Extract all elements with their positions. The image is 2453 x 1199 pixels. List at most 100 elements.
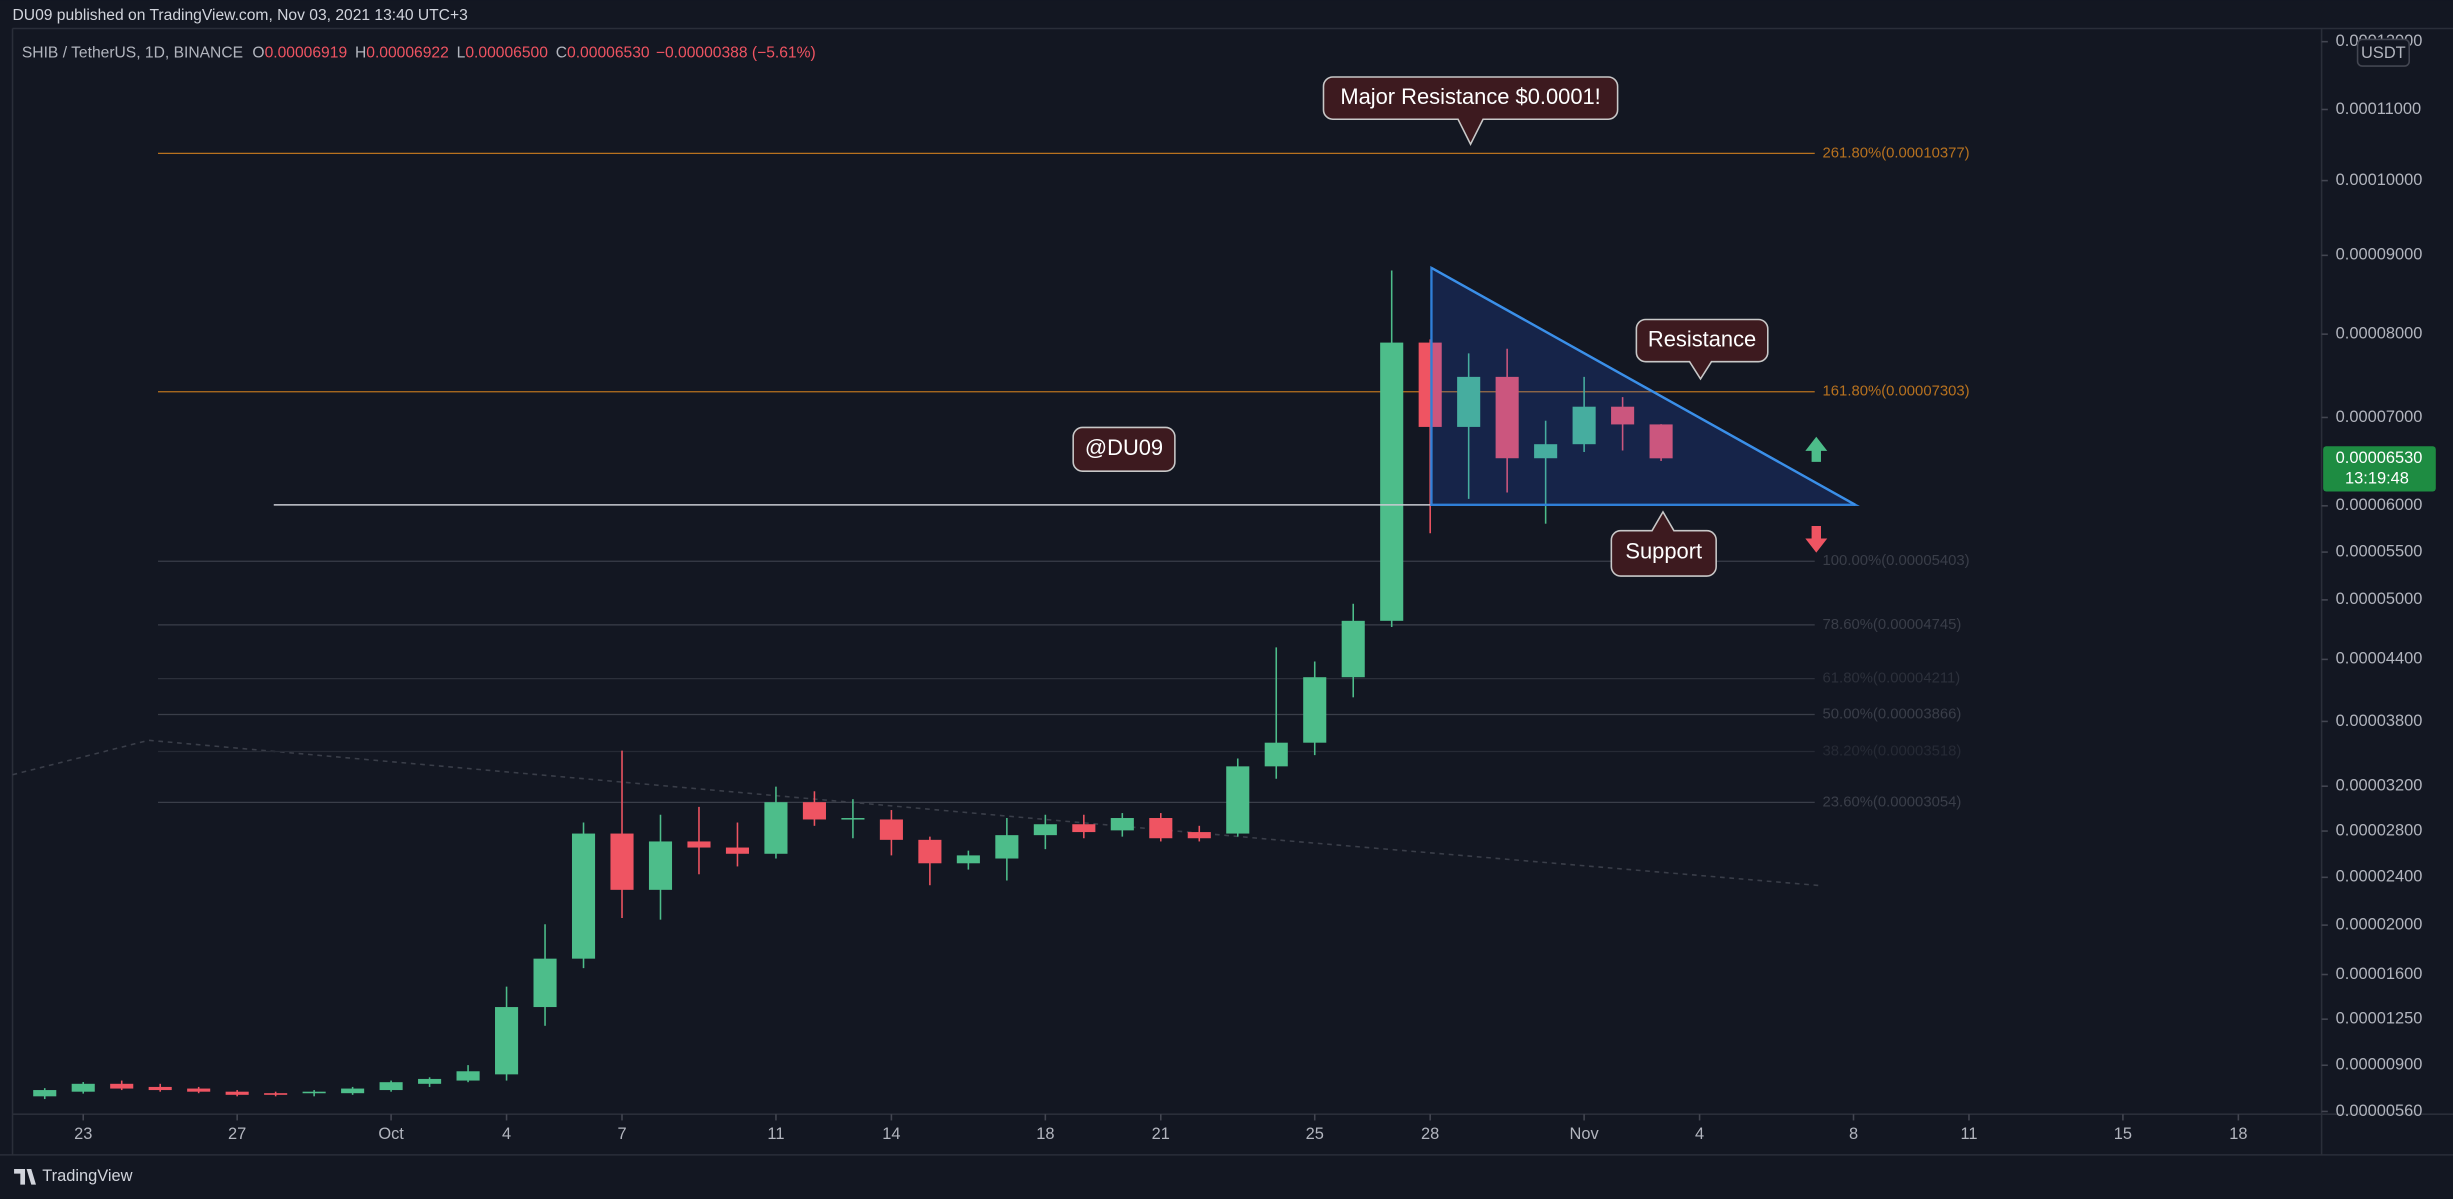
y-tick-label: 0.00009000 xyxy=(2336,246,2423,264)
x-tick-label: 15 xyxy=(2114,1125,2132,1143)
y-tick-label: 0.00007000 xyxy=(2336,408,2423,426)
candle-body xyxy=(802,802,826,820)
x-tick-label: 4 xyxy=(502,1125,511,1143)
candle-body xyxy=(1226,766,1250,834)
publisher: DU09 published on TradingView.com, Nov 0… xyxy=(13,7,468,24)
bubble xyxy=(1635,318,1769,381)
moving-average xyxy=(12,739,1823,887)
candle-body xyxy=(379,1082,403,1091)
currency-box xyxy=(2356,38,2410,67)
y-tick-label: 0.00008000 xyxy=(2336,324,2423,342)
annotation-text: Major Resistance $0.0001! xyxy=(1340,84,1600,109)
candle-body xyxy=(110,1083,134,1089)
candle-body xyxy=(725,847,750,854)
x-tick-label: Oct xyxy=(378,1125,404,1143)
bubble xyxy=(1072,426,1176,473)
y-tick-label: 0.00006000 xyxy=(2336,496,2423,514)
y-tick-label: 0.00010000 xyxy=(2336,171,2423,189)
x-tick-label: 7 xyxy=(617,1125,626,1143)
ohlc-value: 0.00006922 xyxy=(366,45,449,62)
candle-body xyxy=(264,1093,288,1095)
candle-body xyxy=(341,1088,365,1094)
fib-label: 100.00%(0.00005403) xyxy=(1823,553,1970,569)
breakdown-arrow-down xyxy=(1805,525,1828,553)
annotation-text: @DU09 xyxy=(1085,435,1163,460)
candle-body xyxy=(495,1007,519,1075)
breakout-arrow-up xyxy=(1805,436,1828,462)
fib-label: 61.80%(0.00004211) xyxy=(1823,671,1961,687)
candle-body xyxy=(879,819,903,840)
x-tick-label: 25 xyxy=(1306,1125,1324,1143)
last-price-tag xyxy=(2323,446,2436,492)
brand-name: TradingView xyxy=(42,1167,132,1185)
candle-body xyxy=(533,958,557,1008)
x-tick-label: 4 xyxy=(1695,1125,1704,1143)
change: −0.00000388 (−5.61%) xyxy=(656,45,816,62)
y-tick-label: 0.00005500 xyxy=(2336,542,2423,560)
candle-body xyxy=(841,818,865,820)
bubble xyxy=(1322,76,1619,147)
x-tick-label: 28 xyxy=(1421,1125,1439,1143)
candle-body xyxy=(1110,818,1134,831)
candle-body xyxy=(995,835,1019,859)
fib-label: 23.60%(0.00003054) xyxy=(1823,794,1962,810)
candle-body xyxy=(1649,424,1673,459)
annotation-watermark: @DU09 xyxy=(1072,426,1176,473)
y-tick-label: 0.00001600 xyxy=(2336,965,2423,983)
ohlc-key: C xyxy=(556,45,567,62)
candle-body xyxy=(1303,677,1327,743)
x-tick-label: 27 xyxy=(228,1125,246,1143)
y-tick-label: 0.00004400 xyxy=(2336,650,2423,668)
candle-body xyxy=(418,1078,442,1084)
ohlc-value: 0.00006530 xyxy=(567,45,650,62)
triangle-resistance xyxy=(1430,266,1856,506)
x-tick-label: 23 xyxy=(74,1125,92,1143)
bubble xyxy=(1610,510,1717,577)
annotation-resistance: Resistance xyxy=(1635,318,1769,381)
candle-body xyxy=(764,802,788,854)
candle-body xyxy=(1033,824,1057,836)
fib-label: 261.80%(0.00010377) xyxy=(1823,145,1970,161)
x-tick-label: 21 xyxy=(1152,1125,1170,1143)
candle-body xyxy=(71,1083,95,1092)
candle-body xyxy=(610,833,634,890)
y-tick-label: 0.00002000 xyxy=(2336,915,2423,933)
x-tick-label: 18 xyxy=(1036,1125,1054,1143)
candle-body xyxy=(648,841,673,890)
candle-body xyxy=(1611,406,1635,425)
y-tick-label: 0.00000900 xyxy=(2336,1056,2423,1074)
brand-logo xyxy=(14,1168,36,1185)
candle-body xyxy=(1149,818,1173,839)
candle-body xyxy=(302,1091,326,1094)
candle-body xyxy=(33,1090,57,1097)
candle-body xyxy=(148,1086,172,1091)
ohlc-key: L xyxy=(457,45,466,62)
candle-body xyxy=(1380,342,1404,621)
x-tick-label: 8 xyxy=(1849,1125,1858,1143)
x-tick-label: Nov xyxy=(1570,1125,1600,1143)
last-price: 0.00006530 xyxy=(2336,449,2423,467)
footer xyxy=(0,1154,2453,1199)
y-tick-label: 0.00005000 xyxy=(2336,590,2423,608)
ohlc-value: 0.00006500 xyxy=(465,45,548,62)
y-tick-label: 0.00001250 xyxy=(2336,1010,2423,1028)
candle-body xyxy=(1495,376,1519,459)
ohlc-value: 0.00006919 xyxy=(265,45,348,62)
y-tick-label: 0.00002400 xyxy=(2336,868,2423,886)
candle-body xyxy=(918,839,942,864)
annotation-support: Support xyxy=(1610,510,1717,577)
x-tick-label: 18 xyxy=(2229,1125,2247,1143)
brand: TradingView xyxy=(14,1167,133,1185)
candle-body xyxy=(1341,620,1365,678)
candle-body xyxy=(1572,406,1596,445)
candle-body xyxy=(1187,832,1211,839)
y-tick-label: 0.00003200 xyxy=(2336,777,2423,795)
candle-body xyxy=(571,833,596,959)
symbol: SHIB / TetherUS, 1D, BINANCE xyxy=(22,45,243,62)
annotation-text: Support xyxy=(1625,538,1702,563)
annotation-major-resistance: Major Resistance $0.0001! xyxy=(1322,76,1619,147)
fib-label: 38.20%(0.00003518) xyxy=(1823,743,1962,759)
candle-body xyxy=(956,855,980,864)
y-tick-label: 0.00011000 xyxy=(2336,100,2421,118)
